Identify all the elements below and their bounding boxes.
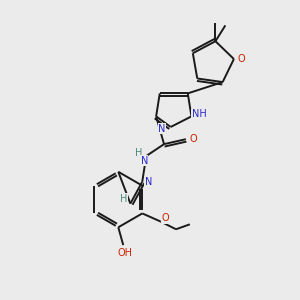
Text: N: N — [158, 124, 165, 134]
Text: O: O — [190, 134, 198, 144]
Text: N: N — [145, 177, 152, 187]
Text: N: N — [140, 156, 148, 166]
Text: OH: OH — [118, 248, 133, 258]
Text: O: O — [237, 54, 244, 64]
Text: H: H — [135, 148, 142, 158]
Text: NH: NH — [192, 110, 207, 119]
Text: O: O — [161, 213, 169, 224]
Text: H: H — [120, 194, 127, 204]
